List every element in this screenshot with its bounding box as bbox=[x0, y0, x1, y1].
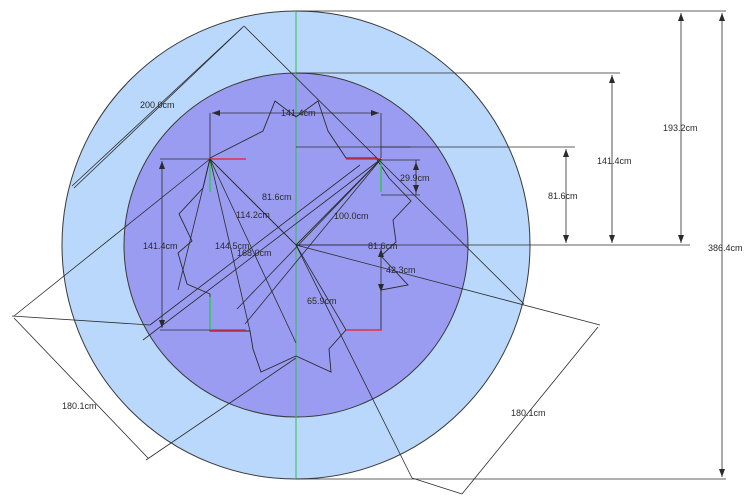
label-inner-81: 81.6cm bbox=[262, 192, 292, 202]
label-outer-diameter: 200.0cm bbox=[140, 100, 175, 110]
label-height-386: 386.4cm bbox=[708, 243, 743, 253]
label-bottom-right-180: 180.1cm bbox=[511, 408, 546, 418]
label-left-141: 141.4cm bbox=[143, 241, 178, 251]
label-diag-100: 100.0cm bbox=[334, 211, 369, 221]
bottom-left-dimension bbox=[11, 315, 297, 461]
diameter-dimension bbox=[73, 27, 243, 189]
label-height-193: 193.2cm bbox=[663, 123, 698, 133]
label-diag-144: 144.5cm bbox=[215, 241, 250, 251]
label-star-width: 141.4cm bbox=[281, 108, 316, 118]
label-seg-42: 42.3cm bbox=[386, 265, 416, 275]
label-seg-65: 65.9cm bbox=[307, 296, 337, 306]
top-width-dimension bbox=[209, 112, 382, 158]
label-right-81: 81.6cm bbox=[548, 191, 578, 201]
label-height-141: 141.4cm bbox=[597, 156, 632, 166]
label-diag-114: 114.2cm bbox=[236, 210, 270, 220]
bottom-right-dimension bbox=[411, 326, 599, 495]
label-tooth-29: 29.9cm bbox=[400, 173, 430, 183]
arrowheads bbox=[159, 13, 725, 477]
left-height-dimension bbox=[160, 158, 210, 331]
label-mid-81: 81.6cm bbox=[368, 241, 398, 251]
construction-lines bbox=[13, 25, 601, 479]
label-diag-168: 168.0cm bbox=[237, 248, 272, 258]
label-bottom-left-180: 180.1cm bbox=[62, 401, 97, 411]
